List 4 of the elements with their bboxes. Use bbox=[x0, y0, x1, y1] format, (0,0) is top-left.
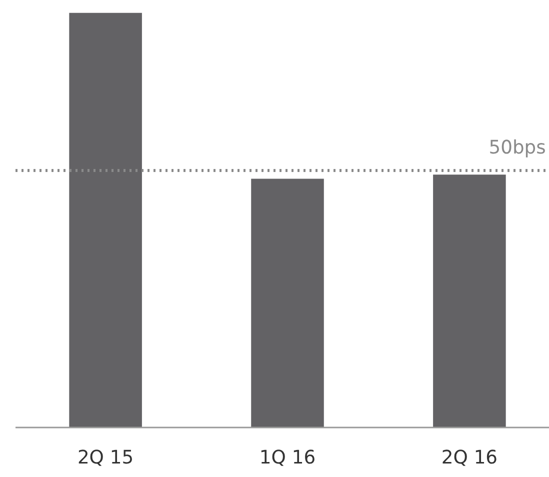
ref-line-label: 50bps bbox=[488, 137, 546, 158]
x-tick-label: 1Q 16 bbox=[259, 448, 316, 468]
x-tick-label: 2Q 15 bbox=[77, 448, 134, 468]
x-tick-label: 2Q 16 bbox=[441, 448, 498, 468]
